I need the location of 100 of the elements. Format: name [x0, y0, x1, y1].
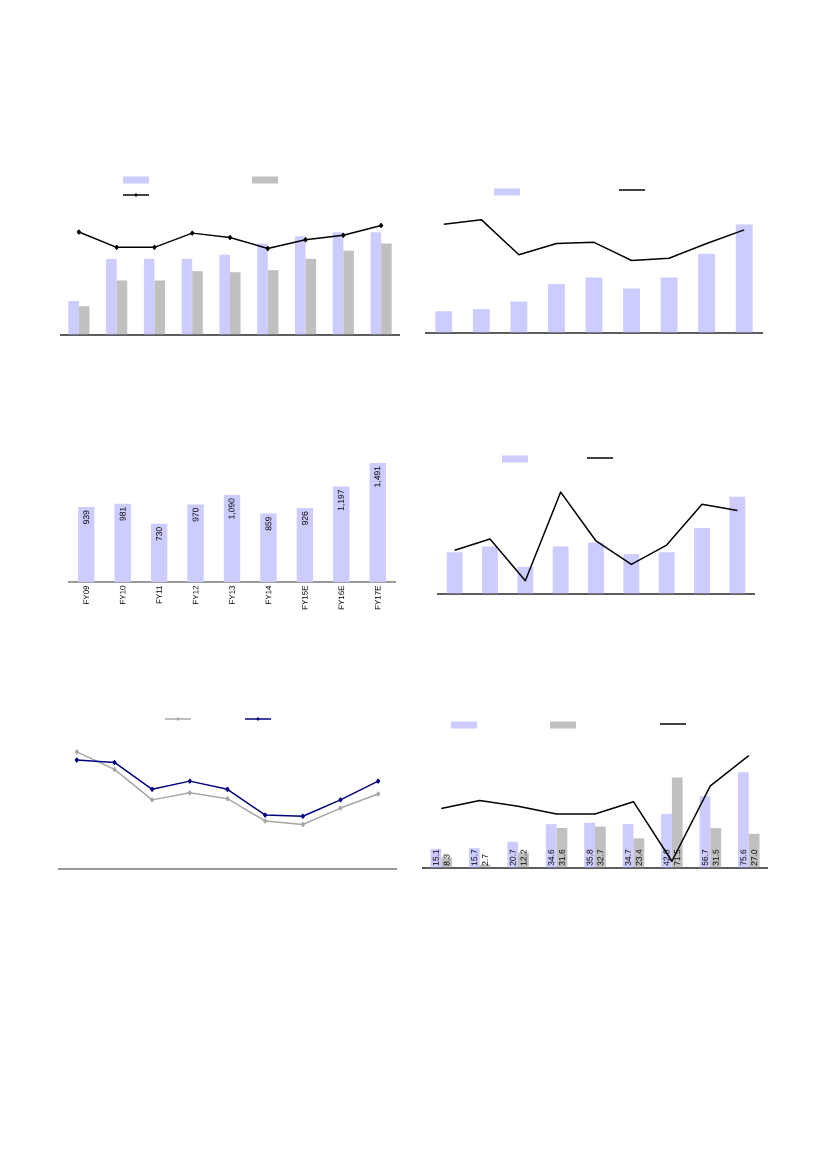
point — [74, 757, 79, 763]
data-label: 35.8 — [586, 849, 593, 866]
bar — [510, 301, 528, 333]
point — [376, 791, 381, 797]
bar — [187, 504, 204, 582]
data-label: 27.0 — [751, 849, 758, 866]
bar — [738, 772, 749, 868]
bar — [623, 288, 640, 333]
point — [341, 232, 346, 238]
bar — [661, 813, 672, 868]
point — [114, 244, 119, 250]
bar — [68, 301, 79, 335]
data-label: 12.2 — [520, 849, 527, 866]
bar — [507, 841, 519, 868]
bar — [694, 527, 710, 594]
bar — [114, 503, 131, 582]
bar — [698, 253, 716, 333]
bar — [296, 508, 314, 582]
bar — [154, 280, 166, 335]
data-label: 31.5 — [712, 849, 719, 866]
point — [338, 805, 343, 811]
bar — [143, 258, 155, 335]
point — [265, 245, 270, 252]
bar — [150, 523, 168, 582]
point — [303, 237, 308, 243]
bar — [584, 822, 595, 868]
bar — [588, 542, 604, 594]
bar — [435, 311, 453, 333]
point — [338, 797, 343, 803]
bar — [78, 507, 95, 582]
data-label: 939 — [83, 510, 90, 524]
bar — [729, 496, 746, 594]
bar — [633, 838, 645, 868]
bar — [623, 554, 640, 594]
point — [190, 230, 195, 236]
bar — [229, 272, 241, 335]
data-label: 34.6 — [548, 849, 555, 866]
data-label: 23.4 — [635, 849, 642, 866]
bar — [545, 824, 557, 868]
bar — [333, 486, 350, 582]
point — [225, 786, 230, 792]
bar — [595, 826, 606, 868]
bar — [223, 494, 241, 582]
point — [150, 797, 155, 803]
bar — [658, 552, 675, 594]
bar — [552, 546, 569, 594]
data-label: 75.6 — [740, 849, 747, 866]
bar — [671, 777, 683, 868]
point — [152, 244, 157, 250]
point — [225, 796, 230, 802]
bar — [192, 271, 203, 335]
bar — [660, 277, 678, 333]
bar — [735, 224, 753, 333]
data-label: 31.6 — [558, 849, 565, 866]
point — [263, 812, 268, 818]
data-label: 34.7 — [625, 849, 632, 866]
bar — [305, 258, 317, 335]
data-label: 1,090 — [228, 498, 236, 519]
bar — [446, 552, 463, 594]
bar — [257, 243, 268, 335]
point — [376, 778, 381, 784]
point — [300, 821, 305, 828]
point — [227, 234, 233, 241]
data-label: 8.3 — [443, 854, 450, 866]
data-label: 20.7 — [509, 849, 516, 866]
data-label: 1,197 — [337, 490, 345, 511]
data-label: 2.7 — [482, 854, 489, 866]
point — [300, 813, 305, 819]
bar — [370, 232, 382, 335]
bar — [547, 284, 565, 333]
data-label: 1,491 — [374, 466, 382, 487]
point — [112, 759, 117, 765]
bar — [106, 258, 117, 335]
data-label: 730 — [156, 527, 163, 541]
bar — [116, 280, 128, 335]
bar — [369, 462, 386, 582]
bar — [267, 270, 279, 335]
bar — [472, 309, 490, 333]
bar — [710, 828, 722, 868]
data-label: 32.7 — [597, 849, 604, 866]
data-label: 970 — [192, 508, 199, 522]
bar — [343, 250, 354, 335]
bar — [219, 254, 230, 335]
bar — [332, 232, 344, 335]
point — [379, 222, 384, 229]
data-label: 15.1 — [432, 849, 439, 866]
bar — [585, 277, 603, 333]
bar — [181, 258, 193, 335]
data-label: 42.8 — [663, 849, 670, 866]
bar — [381, 243, 392, 335]
point — [112, 766, 117, 772]
point — [263, 818, 268, 824]
point — [187, 778, 192, 784]
point — [150, 786, 155, 792]
bar — [260, 513, 277, 582]
point — [187, 790, 192, 796]
bar — [294, 236, 306, 335]
bar — [482, 546, 498, 594]
data-label: 15.7 — [471, 849, 478, 866]
data-label: 981 — [119, 507, 126, 521]
